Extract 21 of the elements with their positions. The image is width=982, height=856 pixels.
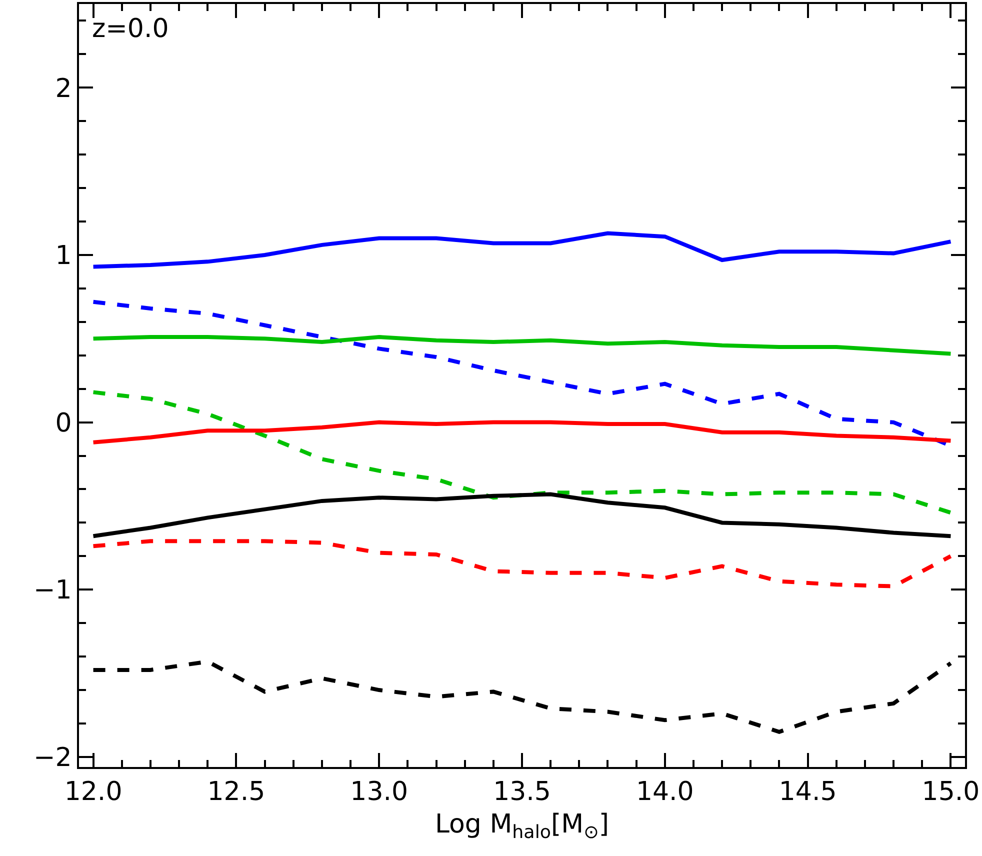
y-tick-label: 1 — [55, 241, 72, 272]
x-tick-label: 13.5 — [493, 777, 551, 808]
y-tick-label: −1 — [33, 576, 72, 606]
line-series — [91, 231, 953, 269]
x-tick-label: 12.5 — [207, 777, 266, 808]
x-tick-label: 13.0 — [350, 777, 408, 808]
x-tick-label: 12.0 — [64, 777, 122, 808]
line-series — [91, 334, 953, 356]
line-series — [91, 420, 953, 444]
line-series — [91, 390, 953, 515]
x-tick-label: 14.5 — [778, 777, 837, 808]
x-axis-title: Log M$_{halo}$[M$_{⊙}$] — [435, 809, 609, 843]
y-tick-label: 0 — [55, 408, 72, 438]
line-series — [91, 492, 953, 538]
x-tick-label: 15.0 — [922, 777, 980, 808]
line-series — [91, 539, 953, 588]
y-tick-label: −2 — [33, 743, 72, 774]
annotation: z=0.0 — [92, 14, 169, 44]
x-tick-label: 14.0 — [636, 777, 694, 808]
y-tick-label: 2 — [55, 74, 72, 104]
line-series — [91, 660, 953, 734]
